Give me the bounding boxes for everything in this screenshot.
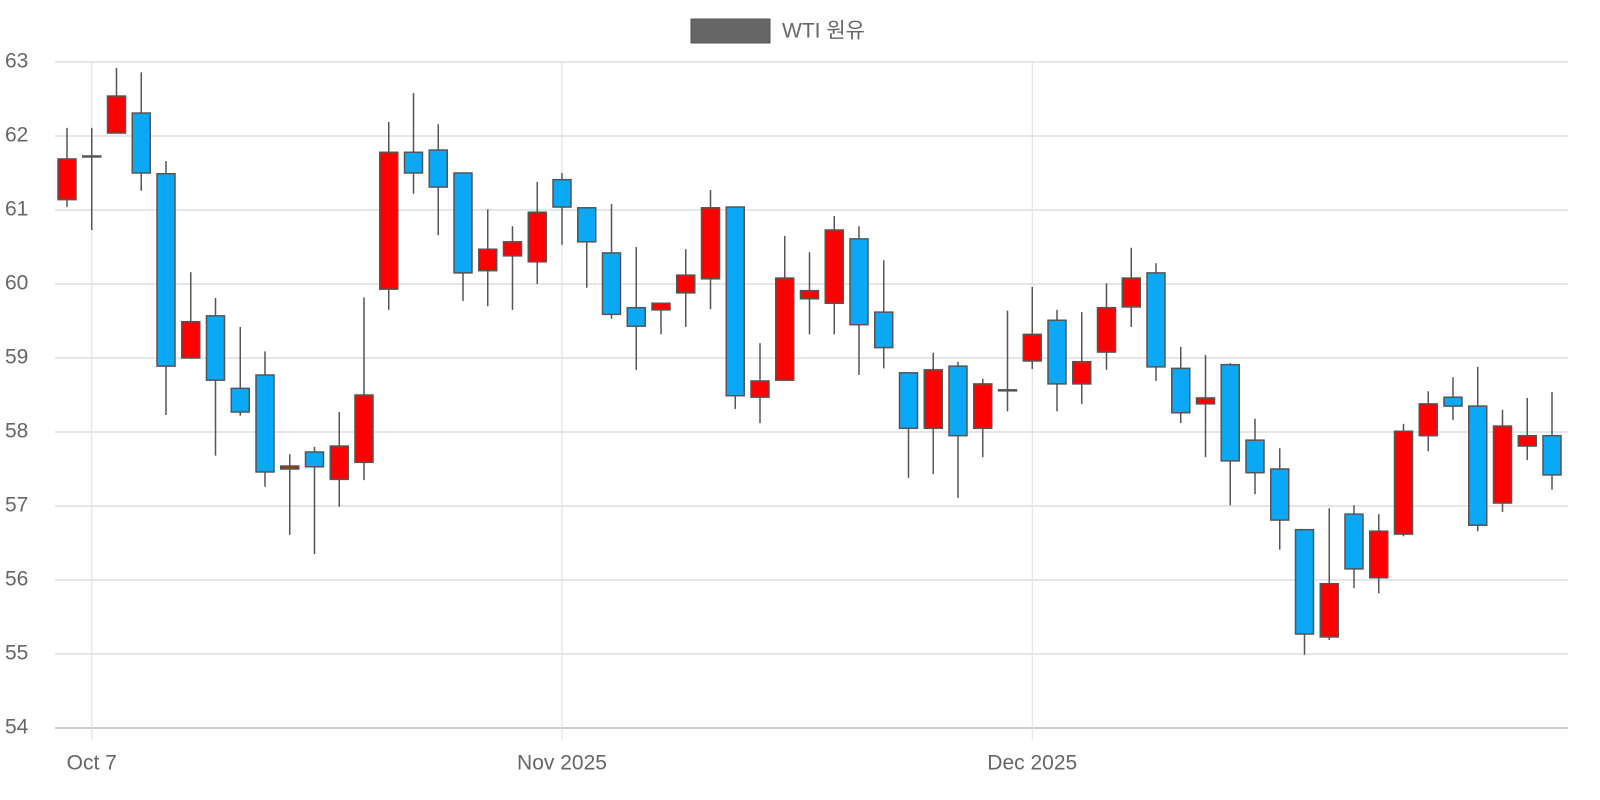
candle-body (354, 394, 374, 464)
candle-body (1047, 319, 1067, 385)
candle-body (1146, 272, 1166, 368)
candle-body (898, 372, 919, 430)
candle-body (1245, 439, 1265, 474)
x-tick-label: Nov 2025 (517, 752, 607, 775)
candle-body (304, 451, 325, 468)
x-tick-label: Dec 2025 (987, 752, 1077, 775)
candle-body (280, 465, 300, 470)
candle-body (626, 306, 646, 327)
candle-body (1220, 363, 1240, 462)
candle-body (1393, 430, 1414, 535)
candle-body (1443, 396, 1463, 407)
candle-body (255, 374, 275, 473)
candle-body (1294, 528, 1315, 635)
y-tick-label: 62 (5, 124, 28, 147)
candle-body (1369, 530, 1389, 579)
y-tick-label: 56 (5, 568, 28, 591)
candle-body (527, 211, 547, 263)
candle-body (1270, 468, 1290, 521)
y-tick-label: 54 (5, 716, 29, 739)
candle-body (57, 158, 77, 201)
candle-body (997, 389, 1018, 392)
legend-label: WTI 원유 (782, 20, 865, 43)
y-tick-label: 59 (5, 346, 28, 369)
candle-body (799, 289, 820, 300)
grid (55, 61, 1568, 740)
candle-body (1319, 582, 1339, 638)
candle-body (131, 112, 151, 174)
candle-body (601, 252, 622, 316)
candle-body (700, 207, 721, 280)
candle-body (824, 229, 844, 304)
candle-body (1418, 403, 1438, 437)
y-tick-label: 55 (5, 642, 28, 665)
candle-body (750, 380, 770, 398)
candle-body (1542, 434, 1562, 476)
candle-body (1344, 513, 1364, 570)
x-tick-label: Oct 7 (67, 752, 117, 775)
candle-body (775, 277, 795, 381)
candle-body (82, 155, 102, 158)
candle-body (181, 320, 201, 359)
candle-body (676, 274, 696, 294)
candle-body (379, 151, 399, 290)
candle-body (849, 238, 869, 326)
candle-body (453, 172, 473, 274)
candle-body (1072, 360, 1092, 385)
candle-body (230, 387, 250, 413)
candle-body (1171, 367, 1191, 414)
candle-body (156, 172, 176, 367)
candle-body (502, 241, 523, 257)
y-tick-label: 60 (5, 272, 28, 295)
candle-body (329, 445, 349, 481)
candle-body (1517, 434, 1537, 447)
y-tick-label: 57 (5, 494, 28, 517)
y-tick-label: 58 (5, 420, 28, 443)
plot-area (57, 67, 1562, 655)
candle-body (1096, 306, 1117, 353)
candle-body (552, 178, 572, 208)
candle-body (948, 365, 968, 437)
candle-body (577, 207, 597, 243)
candle-body (478, 248, 498, 272)
y-tick-label: 63 (5, 50, 28, 73)
candle-body (1195, 397, 1216, 405)
candle-body (725, 206, 745, 397)
y-tick-label: 61 (5, 198, 28, 221)
candle-body (1022, 333, 1042, 362)
candle-body (1121, 277, 1141, 308)
legend-swatch (690, 18, 771, 44)
candle-body (205, 315, 226, 381)
candle-body (1468, 405, 1488, 526)
candle-body (874, 311, 894, 349)
candle-body (106, 95, 127, 134)
candle-body (1492, 425, 1513, 504)
candle-body (651, 302, 671, 311)
candle-body (923, 369, 943, 430)
candle-body (973, 383, 993, 430)
candle-body (403, 151, 424, 174)
candle-body (428, 149, 448, 188)
